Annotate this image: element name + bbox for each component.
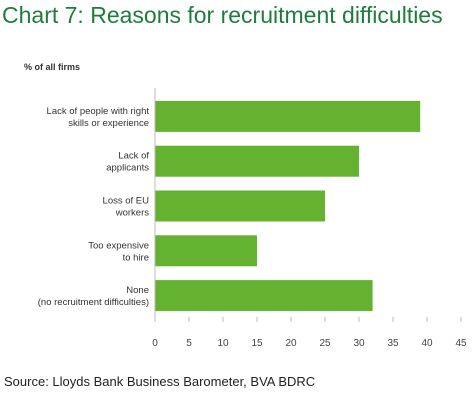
bar xyxy=(155,145,359,177)
bar-group xyxy=(155,100,421,312)
chart-title: Chart 7: Reasons for recruitment difficu… xyxy=(2,2,443,28)
tick-label: 20 xyxy=(285,338,297,349)
tick-label: 0 xyxy=(152,338,158,349)
bar xyxy=(155,190,325,222)
category-label: Too expensive to hire xyxy=(88,240,149,263)
category-labels: Lack of people with right skills or exper… xyxy=(38,106,150,308)
tick-label: 15 xyxy=(251,338,263,349)
tick-label: 10 xyxy=(217,338,229,349)
source-note: Source: Lloyds Bank Business Barometer, … xyxy=(4,374,316,389)
bar xyxy=(155,235,257,267)
tick-label: 5 xyxy=(186,338,192,349)
tick-label: 40 xyxy=(421,338,433,349)
x-axis: 0 5 10 15 20 25 30 35 40 45 xyxy=(152,88,467,349)
category-label: Lack of people with right skills or exper… xyxy=(47,106,150,129)
axis-label: % of all firms xyxy=(24,62,81,72)
tick-label: 35 xyxy=(387,338,399,349)
bar xyxy=(155,100,421,132)
bar xyxy=(155,280,373,312)
category-label: Loss of EU workers xyxy=(103,196,150,219)
tick-label: 25 xyxy=(319,338,331,349)
tick-label: 30 xyxy=(353,338,365,349)
tick-label: 45 xyxy=(455,338,467,349)
category-label: Lack of applicants xyxy=(106,151,149,174)
category-label: None (no recruitment difficulties) xyxy=(38,285,149,308)
